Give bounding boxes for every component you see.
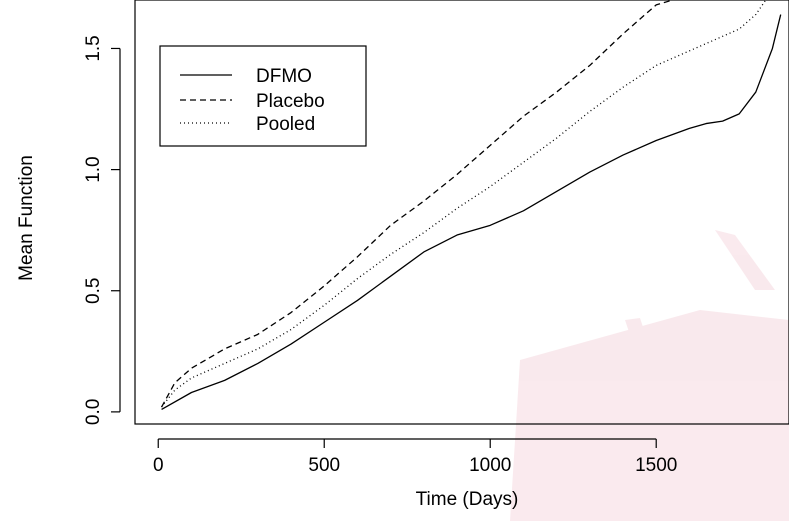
legend-box [159,45,367,147]
series-line-placebo [160,0,673,408]
series-layer [160,0,782,411]
legend: DFMO Placebo Pooled [159,45,367,147]
y-axis-title: Mean Function [16,155,37,281]
plot-frame [134,0,789,425]
series-line-pooled [161,0,767,408]
y-axis: 0.0 0.5 1.0 1.5 [83,35,121,425]
y-tick-label: 1.0 [83,156,104,182]
x-axis: 0 500 1000 1500 [153,438,677,476]
y-tick-label: 0.5 [83,278,104,304]
legend-label-placebo: Placebo [256,91,325,112]
y-tick-label: 1.5 [83,35,104,61]
watermark [510,230,789,521]
x-tick-label: 1500 [635,455,677,476]
series-line-dfmo [161,14,782,411]
x-axis-title: Time (Days) [416,489,519,510]
legend-label-pooled: Pooled [256,114,315,135]
x-tick-label: 0 [153,455,164,476]
legend-label-dfmo: DFMO [256,66,312,87]
y-tick-label: 0.0 [83,399,104,425]
x-tick-label: 1000 [469,455,511,476]
x-tick-label: 500 [308,455,340,476]
